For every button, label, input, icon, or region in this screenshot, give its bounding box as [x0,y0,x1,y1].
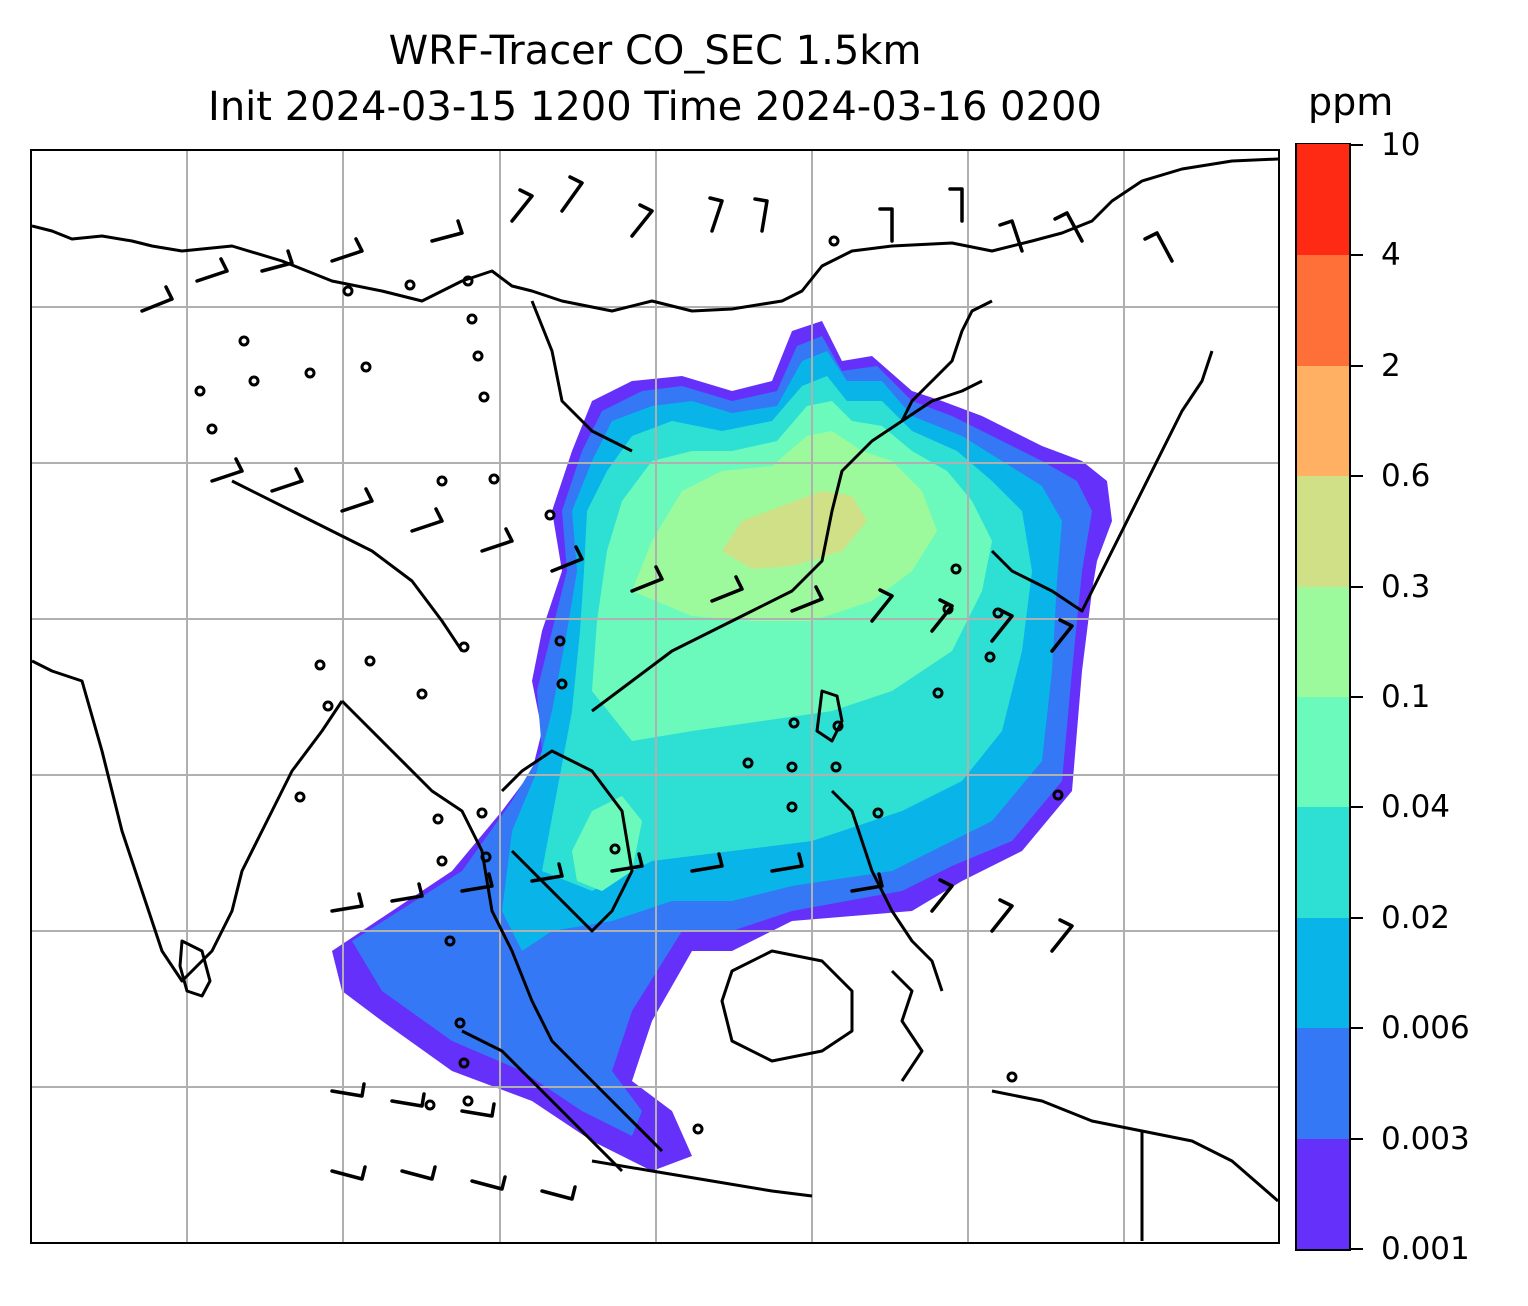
colorbar-tick-label: 0.04 [1381,789,1451,826]
gridlines [32,151,1278,1242]
borneo [720,949,854,1063]
colorbar-segment [1297,806,1349,918]
colorbar-segment [1297,1027,1349,1139]
indochina-coast [340,699,664,1153]
japan [990,350,1214,613]
colorbar-tick-label: 4 [1381,237,1401,274]
colorbar-tick-label: 0.003 [1381,1120,1470,1157]
sulawesi [890,969,924,1082]
indochina-east [500,749,634,933]
colorbar-tick [1351,1027,1363,1030]
sri-lanka [178,939,212,998]
inland-border-2 [530,300,633,453]
north-coast [32,157,1278,313]
colorbar-segment [1297,144,1349,256]
colorbar-tick [1351,806,1363,809]
colorbar-tick-label: 0.1 [1381,679,1431,715]
colorbar-tick-label: 0.006 [1381,1010,1470,1047]
colorbar-tick [1351,144,1363,146]
colorbar-tick [1351,916,1363,919]
inland-border-1 [231,479,464,652]
map-canvas [32,151,1278,1242]
colorbar-segment [1297,696,1349,808]
title-line-1: WRF-Tracer CO_SEC 1.5km [388,28,922,74]
colorbar-segment [1297,475,1349,587]
colorbar-tick-label: 0.3 [1381,568,1431,605]
sumatra [461,1029,624,1173]
colorbar-tick-label: 0.02 [1381,899,1451,936]
java [591,1159,813,1198]
colorbar-tick [1351,1137,1363,1140]
china-coast [591,379,983,713]
coastlines [32,157,1278,1241]
colorbar-tick [1351,254,1363,257]
colorbar-unit-label: ppm [1308,80,1394,124]
map-panel[interactable] [30,149,1280,1244]
colorbar-tick-label: 10 [1381,127,1421,163]
colorbar-tick [1351,696,1363,698]
colorbar-segment [1297,586,1349,697]
colorbar-tick [1351,475,1363,478]
colorbar-segment [1297,917,1349,1029]
colorbar [1295,143,1351,1251]
title-line-2: Init 2024-03-15 1200 Time 2024-03-16 020… [208,84,1102,130]
colorbar-tick-label: 2 [1381,347,1401,384]
colorbar-tick [1351,364,1363,367]
colorbar-tick [1351,1248,1363,1250]
colorbar-segment [1297,254,1349,366]
colorbar-segment [1297,1138,1349,1249]
colorbar-tick-label: 0.001 [1381,1231,1470,1267]
tracer-plume [332,321,1112,1171]
wind-barbs [140,175,1174,1201]
colorbar-segment [1297,365,1349,477]
new-guinea [991,1089,1278,1203]
philippines [830,789,944,992]
calm-wind-markers [194,235,1064,1135]
india-coast [32,659,344,983]
colorbar-tick-label: 0.6 [1381,458,1431,495]
korea-peninsula [900,299,993,422]
colorbar-tick [1351,585,1363,588]
